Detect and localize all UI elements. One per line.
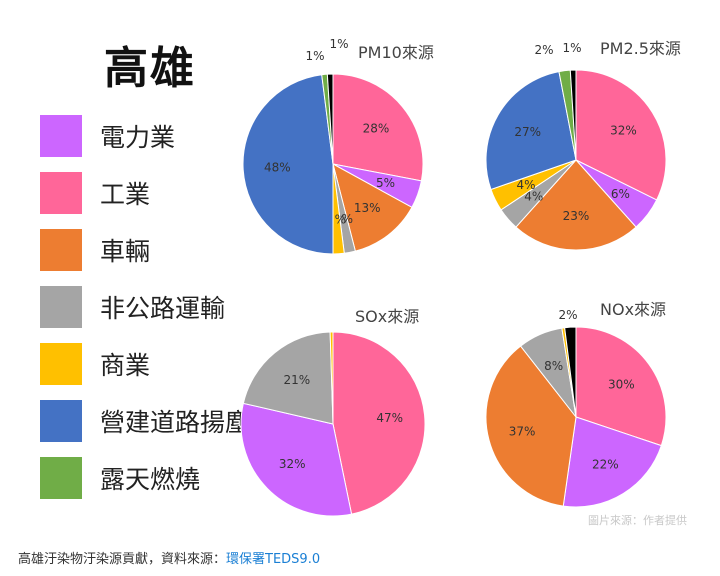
slice-label: 1% — [305, 49, 324, 63]
legend-swatch — [40, 229, 82, 271]
pie-slice — [242, 74, 334, 255]
legend-item-vehicles: 車輛 — [40, 228, 300, 272]
slice-label: 37% — [509, 424, 536, 438]
slice-label: 23% — [563, 209, 590, 223]
legend-swatch — [40, 286, 82, 328]
legend-label: 營建道路揚塵 — [100, 408, 251, 437]
pie-slice — [332, 331, 426, 515]
pie-chart: 32% 6% 23% 4%4% 27% 2% 1% PM2.5來源 — [485, 39, 681, 251]
pie-slice — [332, 163, 413, 252]
slice-label: 30% — [608, 377, 635, 391]
slice-label: 6% — [611, 187, 630, 201]
slice-label: 4% — [524, 190, 543, 204]
slice-label: 2% — [558, 308, 577, 322]
slice-label: 8% — [544, 359, 563, 373]
watermark: 圖片來源：作者提供 — [588, 514, 687, 527]
legend-item-construction-dust: 營建道路揚塵 — [40, 399, 300, 443]
pie-slice — [515, 159, 637, 251]
slice-label: 47% — [376, 411, 403, 425]
legend-label: 露天燃燒 — [100, 465, 201, 494]
slice-label: 32% — [610, 124, 637, 138]
legend-item-nonroad: 非公路運輸 — [40, 285, 300, 329]
legend-swatch — [40, 457, 82, 499]
pie-slice — [240, 402, 353, 517]
slice-label: 5% — [376, 176, 395, 190]
pie-slice — [569, 69, 577, 161]
legend-swatch — [40, 115, 82, 157]
legend-swatch — [40, 172, 82, 214]
pie-chart: 30% 22% 37% 8% 2% NOx來源 — [485, 300, 667, 508]
footer-caption: 高雄汙染物汙染源貢獻，資料來源：環保署TEDS9.0 — [18, 548, 320, 567]
pie-slice — [562, 416, 662, 508]
chart-title: PM10來源 — [358, 43, 434, 62]
chart-title: PM2.5來源 — [600, 39, 681, 58]
slice-label: 27% — [514, 125, 541, 139]
chart-title: SOx來源 — [355, 307, 419, 326]
legend-label: 車輛 — [100, 237, 151, 266]
pie-slice — [575, 69, 667, 201]
source-link[interactable]: 環保署TEDS9.0 — [226, 552, 321, 567]
pie-slice — [329, 331, 334, 425]
legend-swatch — [40, 343, 82, 385]
pie-slice — [242, 331, 334, 425]
chart-title: NOx來源 — [600, 300, 666, 319]
legend-item-industry: 工業 — [40, 171, 300, 215]
legend-label: 工業 — [100, 180, 151, 209]
legend-item-power: 電力業 — [40, 114, 300, 158]
legend-label: 商業 — [100, 351, 151, 380]
legend-item-commercial: 商業 — [40, 342, 300, 386]
legend-label: 非公路運輸 — [100, 294, 226, 323]
pie-slice — [564, 326, 577, 418]
pie-slice — [332, 73, 424, 182]
pie-slice — [485, 71, 577, 191]
caption-text: 高雄汙染物汙染源貢獻，資料來源： — [18, 552, 227, 567]
slice-label: 2% — [534, 43, 553, 57]
pie-chart: 28%5%13%2%2%48%1%1% PM10來源 — [242, 37, 434, 255]
slice-label: 4% — [516, 178, 535, 192]
legend-label: 電力業 — [100, 123, 176, 152]
page-title: 高雄 — [104, 43, 196, 94]
slice-label: 21% — [283, 373, 310, 387]
slice-label: 48% — [264, 161, 291, 175]
legend-swatch — [40, 400, 82, 442]
slice-label: 13% — [354, 201, 381, 215]
slice-label: 22% — [592, 458, 619, 472]
pie-slice — [575, 326, 667, 447]
slice-label: 28% — [363, 121, 390, 135]
legend-item-open-burning: 露天燃燒 — [40, 456, 300, 500]
slice-label: 32% — [279, 457, 306, 471]
slice-label: 1% — [562, 41, 581, 55]
pie-slice — [326, 73, 334, 165]
slice-label: 1% — [329, 37, 348, 51]
pie-slice — [485, 345, 577, 507]
pie-chart: 47% 32% 21% SOx來源 — [240, 307, 426, 517]
